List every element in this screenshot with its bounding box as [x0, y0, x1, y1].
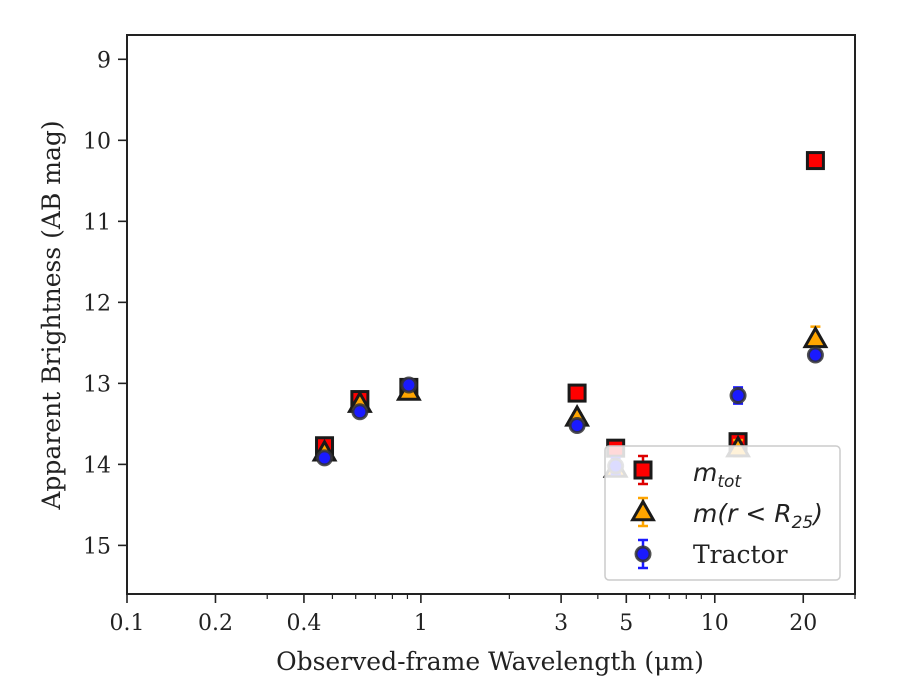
series-square: [315, 151, 825, 458]
y-tick-label: 10: [83, 129, 111, 154]
x-tick-label: 3: [554, 611, 568, 636]
y-tick-label: 13: [83, 372, 111, 397]
plot-area: [311, 151, 829, 478]
data-point-circle: [400, 376, 418, 394]
y-tick-label: 15: [83, 534, 111, 559]
y-tick-label: 9: [97, 48, 111, 73]
data-point-circle: [568, 416, 586, 434]
data-point-square: [567, 383, 587, 403]
x-tick-label: 20: [789, 611, 817, 636]
legend: mtot m(r < R25) Tractor: [604, 445, 841, 581]
legend-marker-triangle: [630, 498, 656, 522]
legend-markers: [630, 454, 656, 570]
legend-marker-circle: [634, 545, 652, 563]
y-tick-label: 12: [83, 291, 111, 316]
x-tick-label: 5: [619, 611, 633, 636]
legend-marker-square: [633, 460, 653, 480]
legend-box: [604, 445, 841, 581]
data-point-triangle: [802, 325, 829, 349]
x-axis-ticks: 0.1 0.2 0.4 1 3 5 10 20: [110, 594, 856, 636]
y-tick-label: 11: [83, 210, 111, 235]
legend-label-m-r25: m(r < R25): [693, 499, 823, 533]
y-axis-ticks: 9 10 11 12 13 14 15: [83, 48, 127, 559]
x-tick-label: 0.2: [198, 611, 233, 636]
plot-frame: [126, 34, 856, 595]
x-axis-label: Observed-frame Wavelength (μm): [276, 647, 704, 676]
legend-label-tractor: Tractor: [693, 540, 788, 569]
x-tick-label: 0.4: [286, 611, 321, 636]
data-point-circle: [729, 387, 747, 405]
data-point-circle: [351, 403, 369, 421]
y-tick-label: 14: [83, 453, 111, 478]
data-point-circle: [806, 346, 824, 364]
data-point-square: [805, 151, 825, 171]
y-axis-label: Apparent Brightness (AB mag): [37, 120, 66, 510]
x-tick-label: 1: [414, 611, 428, 636]
x-tick-label: 10: [701, 611, 729, 636]
x-tick-label: 0.1: [110, 611, 145, 636]
legend-label-mtot: mtot: [693, 458, 742, 492]
data-point-circle: [316, 449, 334, 467]
